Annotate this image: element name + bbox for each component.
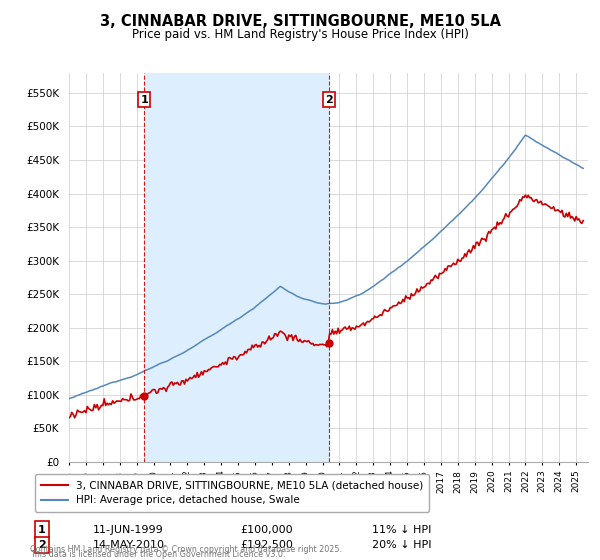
Text: £192,500: £192,500 [240,540,293,550]
Text: This data is licensed under the Open Government Licence v3.0.: This data is licensed under the Open Gov… [30,550,286,559]
Text: 1: 1 [140,95,148,105]
Text: Price paid vs. HM Land Registry's House Price Index (HPI): Price paid vs. HM Land Registry's House … [131,28,469,41]
Text: 2: 2 [38,540,46,550]
Legend: 3, CINNABAR DRIVE, SITTINGBOURNE, ME10 5LA (detached house), HPI: Average price,: 3, CINNABAR DRIVE, SITTINGBOURNE, ME10 5… [35,474,430,512]
Text: 11-JUN-1999: 11-JUN-1999 [93,525,164,535]
Text: 20% ↓ HPI: 20% ↓ HPI [372,540,431,550]
Text: 3, CINNABAR DRIVE, SITTINGBOURNE, ME10 5LA: 3, CINNABAR DRIVE, SITTINGBOURNE, ME10 5… [100,14,500,29]
Text: 1: 1 [38,525,46,535]
Text: 11% ↓ HPI: 11% ↓ HPI [372,525,431,535]
Text: £100,000: £100,000 [240,525,293,535]
Text: 14-MAY-2010: 14-MAY-2010 [93,540,165,550]
Text: 2: 2 [325,95,333,105]
Text: Contains HM Land Registry data © Crown copyright and database right 2025.: Contains HM Land Registry data © Crown c… [30,545,342,554]
